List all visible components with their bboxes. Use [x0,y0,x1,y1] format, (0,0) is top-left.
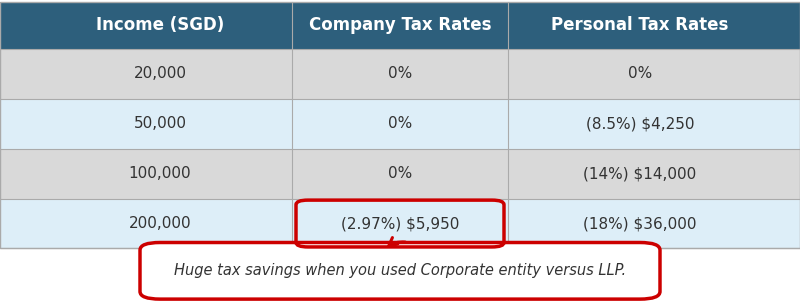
Text: 0%: 0% [388,166,412,181]
Text: Personal Tax Rates: Personal Tax Rates [551,16,729,34]
Text: Company Tax Rates: Company Tax Rates [309,16,491,34]
Text: (14%) $14,000: (14%) $14,000 [583,166,697,181]
Text: 50,000: 50,000 [134,116,186,131]
FancyBboxPatch shape [0,49,800,99]
Text: Income (SGD): Income (SGD) [96,16,224,34]
Text: 100,000: 100,000 [129,166,191,181]
Text: 0%: 0% [388,116,412,131]
Text: (8.5%) $4,250: (8.5%) $4,250 [586,116,694,131]
FancyBboxPatch shape [0,199,800,248]
Text: 0%: 0% [388,66,412,81]
FancyBboxPatch shape [140,242,660,299]
FancyBboxPatch shape [0,2,800,49]
Text: (18%) $36,000: (18%) $36,000 [583,216,697,231]
Text: 20,000: 20,000 [134,66,186,81]
Text: Huge tax savings when you used Corporate entity versus LLP.: Huge tax savings when you used Corporate… [174,263,626,278]
FancyBboxPatch shape [0,99,800,149]
Text: 0%: 0% [628,66,652,81]
FancyBboxPatch shape [0,149,800,199]
Text: 200,000: 200,000 [129,216,191,231]
Text: (2.97%) $5,950: (2.97%) $5,950 [341,216,459,231]
